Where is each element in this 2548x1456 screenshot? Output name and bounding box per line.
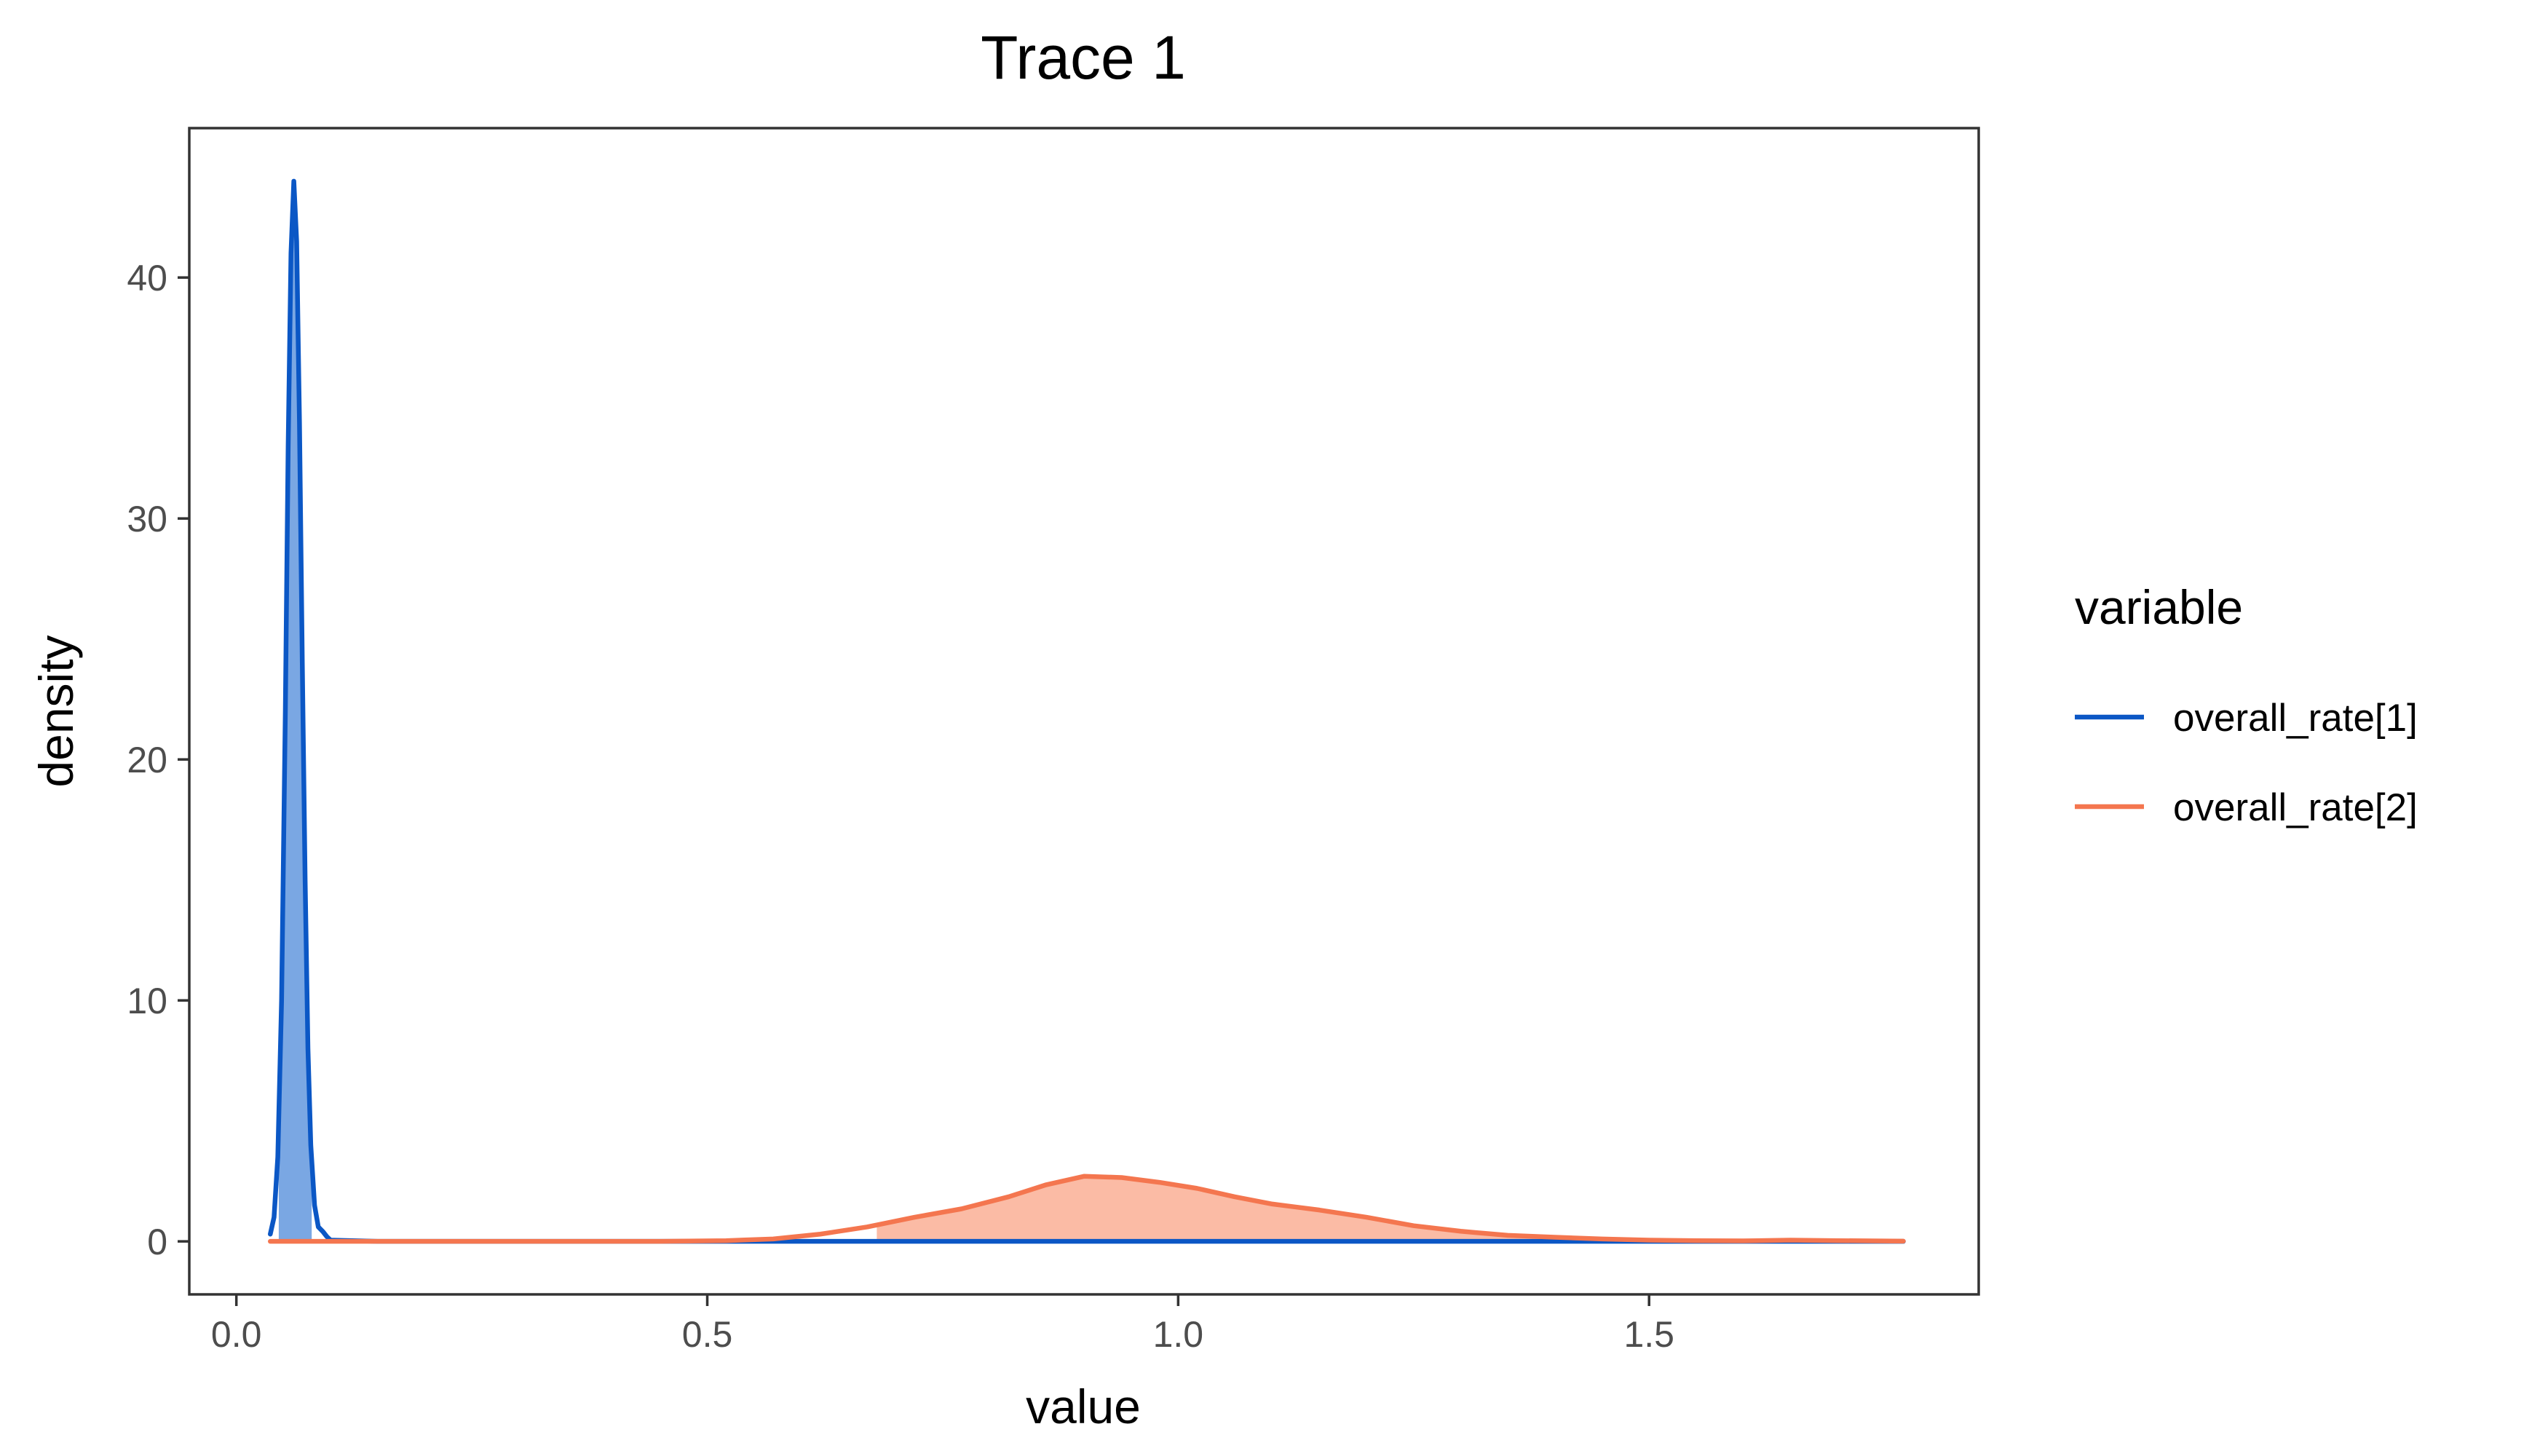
y-tick-label: 30 [127,499,167,539]
legend-label-1: overall_rate[1] [2173,697,2418,740]
series-2-shaded-area [877,1176,1904,1242]
x-tick-label: 1.5 [1623,1314,1674,1355]
x-axis: 0.0 0.5 1.0 1.5 [211,1294,1674,1355]
y-tick-label: 20 [127,740,167,780]
y-tick-label: 10 [127,981,167,1021]
legend-title: variable [2075,580,2243,634]
series-layer [268,178,1906,1244]
legend-items: overall_rate[1] overall_rate[2] [2075,697,2418,829]
y-tick-label: 0 [147,1222,167,1262]
y-axis: 0 10 20 30 40 [127,258,189,1262]
legend-label-2: overall_rate[2] [2173,786,2418,829]
plot-panel [188,127,1980,1296]
x-tick-label: 0.5 [682,1314,733,1355]
series-2-density-line [268,1174,1906,1244]
series-1-shaded-area [278,181,312,1242]
chart-title: Trace 1 [981,23,1186,92]
x-tick-label: 1.0 [1153,1314,1204,1355]
y-axis-title: density [29,635,83,787]
y-tick-label: 40 [127,258,167,298]
x-axis-title: value [1026,1380,1141,1433]
legend: variable overall_rate[1] overall_rate[2] [2075,580,2418,829]
x-tick-label: 0.0 [211,1314,262,1355]
